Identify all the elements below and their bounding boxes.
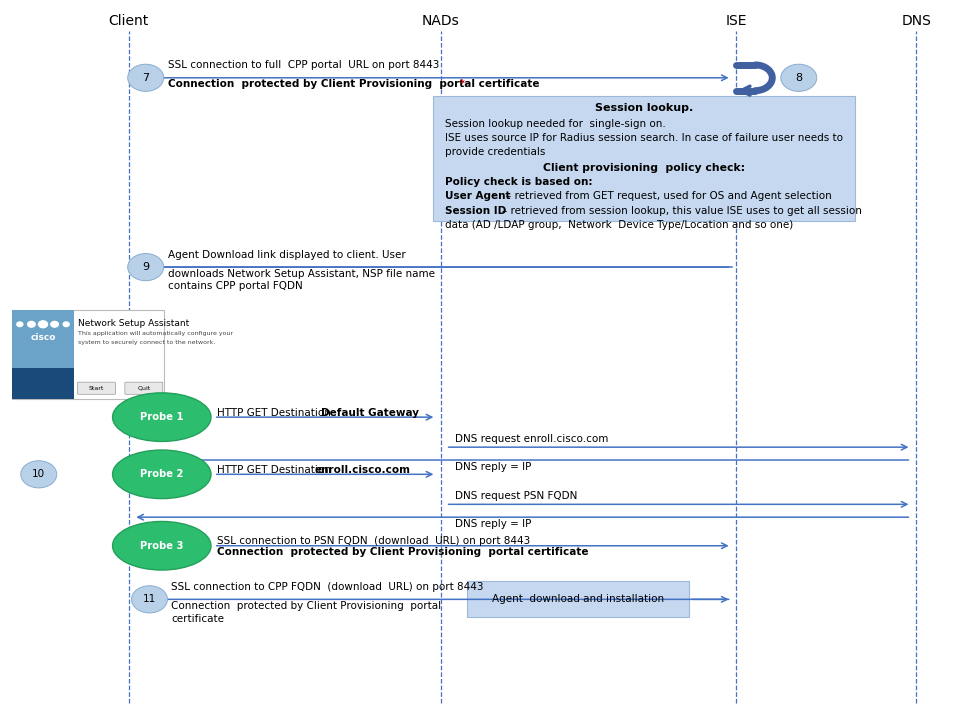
Circle shape — [38, 321, 48, 328]
Circle shape — [28, 321, 36, 327]
Text: Connection  protected by Client Provisioning  portal certificate: Connection protected by Client Provision… — [217, 547, 588, 557]
Circle shape — [780, 64, 817, 91]
Text: Session ID: Session ID — [444, 206, 506, 216]
Text: Probe 1: Probe 1 — [140, 412, 183, 422]
Text: ISE uses source IP for Radius session search. In case of failure user needs to: ISE uses source IP for Radius session se… — [444, 132, 843, 143]
FancyBboxPatch shape — [12, 310, 74, 368]
Text: Start: Start — [88, 386, 105, 391]
Circle shape — [128, 253, 163, 281]
Text: Quit: Quit — [137, 386, 151, 391]
Text: ISE: ISE — [726, 14, 747, 28]
Text: Session lookup.: Session lookup. — [595, 103, 693, 113]
Text: Client: Client — [108, 14, 149, 28]
Text: SSL connection to CPP FQDN  (download  URL) on port 8443: SSL connection to CPP FQDN (download URL… — [171, 582, 484, 592]
Text: DNS reply = IP: DNS reply = IP — [455, 462, 532, 472]
Text: Default Gateway: Default Gateway — [321, 408, 419, 418]
Text: Agent  download and installation: Agent download and installation — [492, 594, 663, 604]
Text: DNS reply = IP: DNS reply = IP — [455, 519, 532, 529]
Text: 11: 11 — [143, 594, 156, 604]
FancyBboxPatch shape — [467, 582, 689, 617]
Circle shape — [63, 322, 69, 327]
Text: 10: 10 — [33, 469, 45, 480]
Text: downloads Network Setup Assistant, NSP file name: downloads Network Setup Assistant, NSP f… — [168, 269, 436, 279]
Text: NADs: NADs — [422, 14, 460, 28]
Ellipse shape — [112, 393, 211, 441]
Ellipse shape — [112, 450, 211, 499]
Text: Policy check is based on:: Policy check is based on: — [444, 177, 592, 187]
Text: User Agent: User Agent — [444, 192, 511, 202]
Text: system to securely connect to the network.: system to securely connect to the networ… — [79, 340, 216, 345]
Circle shape — [21, 461, 57, 488]
Text: Probe 2: Probe 2 — [140, 469, 183, 480]
FancyBboxPatch shape — [12, 368, 74, 400]
Text: Session lookup needed for  single-sign on.: Session lookup needed for single-sign on… — [444, 119, 665, 128]
FancyBboxPatch shape — [12, 310, 163, 400]
Ellipse shape — [112, 521, 211, 570]
Circle shape — [128, 64, 163, 91]
Text: data (AD /LDAP group,  Network  Device Type/Location and so one): data (AD /LDAP group, Network Device Typ… — [444, 220, 793, 230]
Text: Network Setup Assistant: Network Setup Assistant — [79, 318, 190, 328]
Text: DNS request PSN FQDN: DNS request PSN FQDN — [455, 491, 578, 500]
Circle shape — [16, 322, 23, 327]
Circle shape — [132, 586, 167, 613]
Text: – retrieved from GET request, used for OS and Agent selection: – retrieved from GET request, used for O… — [506, 192, 832, 202]
Text: enroll.cisco.com: enroll.cisco.com — [314, 465, 410, 475]
Text: DNS: DNS — [901, 14, 931, 28]
Text: HTTP GET Destination: HTTP GET Destination — [217, 408, 334, 418]
Text: DNS request enroll.cisco.com: DNS request enroll.cisco.com — [455, 433, 609, 444]
Text: Agent Download link displayed to client. User: Agent Download link displayed to client.… — [168, 250, 406, 260]
Circle shape — [51, 321, 59, 327]
Text: provide credentials: provide credentials — [444, 147, 545, 157]
Text: cisco: cisco — [31, 333, 56, 341]
Text: Probe 3: Probe 3 — [140, 541, 183, 551]
Text: SSL connection to PSN FQDN  (download  URL) on port 8443: SSL connection to PSN FQDN (download URL… — [217, 536, 530, 546]
FancyBboxPatch shape — [433, 96, 854, 221]
Text: SSL connection to full  CPP portal  URL on port 8443: SSL connection to full CPP portal URL on… — [168, 60, 440, 70]
Text: Connection  protected by Client Provisioning  portal certificate: Connection protected by Client Provision… — [168, 79, 540, 89]
Text: certificate: certificate — [171, 613, 225, 624]
Text: contains CPP portal FQDN: contains CPP portal FQDN — [168, 282, 303, 292]
Text: Connection  protected by Client Provisioning  portal: Connection protected by Client Provision… — [171, 601, 442, 611]
Text: Client provisioning  policy check:: Client provisioning policy check: — [543, 163, 745, 173]
Text: This application will automatically configure your: This application will automatically conf… — [79, 331, 233, 336]
Text: – retrieved from session lookup, this value ISE uses to get all session: – retrieved from session lookup, this va… — [501, 206, 861, 216]
Text: 7: 7 — [142, 73, 149, 83]
Text: HTTP GET Destination: HTTP GET Destination — [217, 465, 330, 475]
FancyBboxPatch shape — [78, 382, 115, 395]
FancyBboxPatch shape — [125, 382, 163, 395]
Text: 8: 8 — [795, 73, 803, 83]
Text: *: * — [460, 79, 465, 89]
Text: 9: 9 — [142, 262, 149, 272]
